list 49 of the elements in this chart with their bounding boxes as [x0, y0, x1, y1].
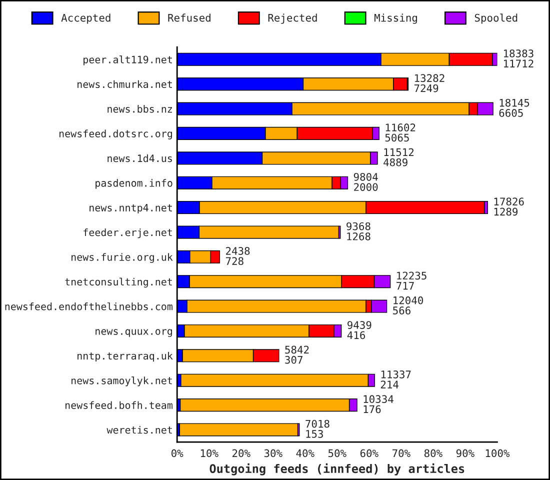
y-tick-label: newsfeed.bofh.team	[66, 401, 172, 410]
y-tick-label: news.quux.org	[96, 329, 172, 337]
x-tick-label: 0%	[172, 449, 184, 458]
annotation: 12040 566	[393, 296, 423, 314]
annotation: 11512 4889	[384, 148, 414, 166]
annotation: 17826 1289	[494, 198, 524, 216]
y-tick-label: news.bbs.nz	[108, 104, 172, 113]
x-tick-label: 100%	[486, 449, 510, 458]
annotation: 9368 1268	[346, 222, 370, 240]
legend-label: Refused	[168, 14, 210, 22]
y-tick-label: feeder.erje.net	[84, 228, 172, 238]
x-tick-label: 60%	[360, 449, 378, 458]
x-tick-label: 70%	[392, 449, 410, 458]
annotation: 5842 307	[285, 346, 309, 364]
annotation: 10334 176	[364, 395, 394, 414]
y-tick-label: pasdenom.info	[96, 179, 172, 189]
annotation: 7018 153	[306, 420, 330, 438]
x-tick-label: 40%	[296, 449, 314, 458]
legend-label: Rejected	[268, 14, 317, 24]
y-tick-label: news.furie.org.uk	[72, 253, 173, 263]
annotation: 11602 5065	[385, 124, 416, 142]
y-tick-label: news.1d4.us	[108, 154, 172, 162]
x-tick-label: 20%	[232, 449, 250, 458]
y-tick-label: nntp.terraraq.uk	[78, 352, 173, 362]
y-tick-label: news.nntp4.net	[90, 204, 172, 214]
annotation: 9804 2000	[354, 172, 378, 191]
y-tick-label: tnetconsulting.net	[65, 278, 172, 288]
x-tick-label: 10%	[200, 449, 218, 458]
x-tick-label: 80%	[424, 449, 442, 458]
y-tick-label: news.chmurka.net	[78, 80, 172, 88]
annotation: 18145 6605	[499, 98, 530, 117]
x-axis-title: Outgoing feeds (innfeed) by articles	[210, 463, 464, 476]
legend-label: Missing	[374, 14, 417, 24]
y-tick-label: newsfeed.dotsrc.org	[60, 130, 172, 140]
y-tick-label: news.samoylyk.net	[72, 376, 172, 386]
legend-label: Accepted	[61, 14, 110, 24]
x-tick-label: 50%	[328, 449, 346, 458]
x-tick-label: 30%	[264, 449, 282, 458]
x-tick-label: 90%	[456, 449, 474, 458]
annotation: 11337 214	[380, 370, 411, 388]
annotation: 9439 416	[347, 321, 372, 340]
annotation: 13282 7249	[414, 74, 444, 92]
y-tick-label: newsfeed.endofthelinebbs.com	[5, 302, 172, 310]
annotation: 12235 717	[396, 272, 426, 290]
y-tick-label: peer.alt119.net	[84, 56, 172, 66]
annotation: 2438 728	[226, 247, 250, 266]
legend-label: Spooled	[474, 14, 518, 24]
y-tick-label: weretis.net	[106, 426, 172, 434]
annotation: 18383 11712	[504, 49, 534, 68]
